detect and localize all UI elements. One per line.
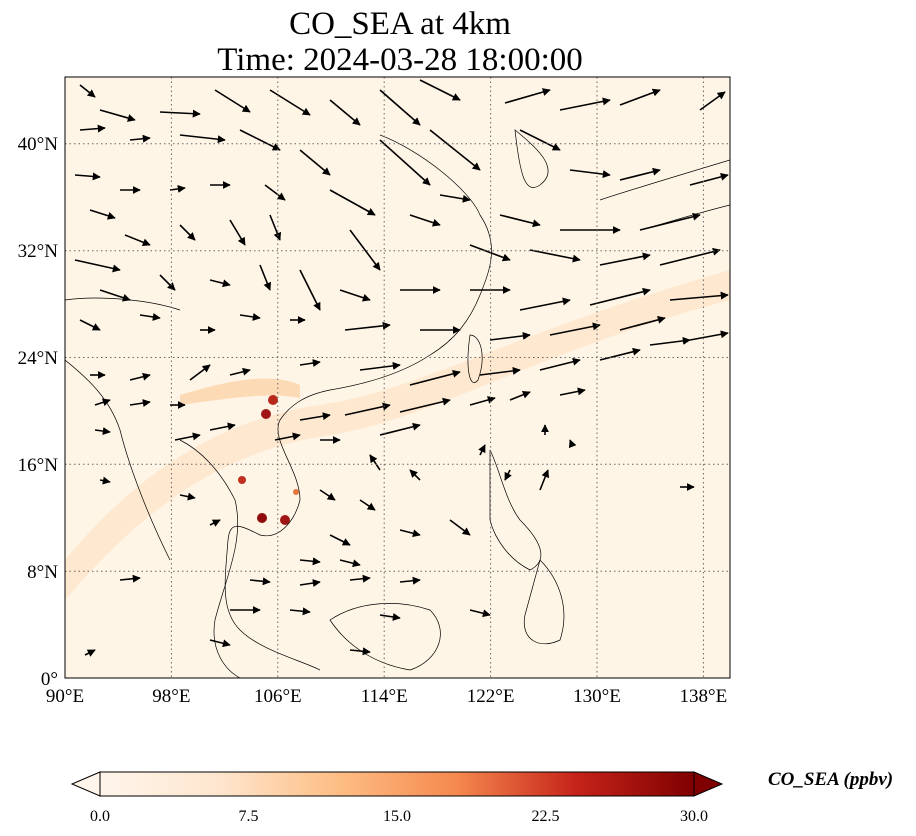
x-tick-label: 106°E — [254, 686, 302, 707]
hotspot — [238, 476, 246, 484]
title-line-2: Time: 2024-03-28 18:00:00 — [217, 42, 583, 78]
colorbar-label: CO_SEA (ppbv) — [768, 769, 894, 790]
x-tick-label: 122°E — [467, 686, 515, 707]
y-tick-label: 40°N — [18, 134, 59, 155]
x-tick-label: 130°E — [573, 686, 621, 707]
co-plume-inner — [180, 378, 300, 405]
colorbar-tick-label: 0.0 — [90, 808, 110, 825]
x-tick-label: 98°E — [152, 686, 190, 707]
hotspot — [280, 515, 290, 525]
title-line-1: CO_SEA at 4km — [289, 6, 511, 42]
colorbar: 0.0 7.5 15.0 22.5 30.0 — [70, 771, 724, 825]
map-frame — [64, 76, 731, 679]
colorbar-tick-label: 30.0 — [680, 808, 708, 825]
hotspot — [261, 409, 271, 419]
map-area — [65, 77, 730, 678]
y-tick-label: 0° — [41, 669, 58, 690]
colorbar-extend-low — [70, 771, 101, 797]
wind-vectors — [74, 79, 729, 657]
y-tick-label: 32°N — [18, 241, 59, 262]
map-background — [65, 77, 730, 678]
colorbar-bar — [99, 771, 695, 797]
gridlines — [65, 77, 730, 678]
co-plume — [65, 270, 730, 600]
colorbar-tick-label: 15.0 — [383, 808, 411, 825]
colorbar-tick-label: 22.5 — [532, 808, 560, 825]
y-tick-label: 8°N — [27, 562, 58, 583]
x-axis: 90°E 98°E 106°E 114°E 122°E 130°E 138°E — [46, 686, 727, 707]
hotspot — [293, 489, 299, 495]
colorbar-tick-label: 7.5 — [239, 808, 259, 825]
y-tick-label: 24°N — [18, 348, 59, 369]
x-tick-label: 114°E — [361, 686, 408, 707]
y-axis: 0° 8°N 16°N 24°N 32°N 40°N — [18, 134, 59, 690]
colorbar-extend-high — [693, 771, 724, 797]
y-tick-label: 16°N — [18, 455, 59, 476]
hotspot — [268, 395, 278, 405]
x-tick-label: 138°E — [680, 686, 728, 707]
x-tick-label: 90°E — [46, 686, 84, 707]
hotspot — [257, 513, 267, 523]
